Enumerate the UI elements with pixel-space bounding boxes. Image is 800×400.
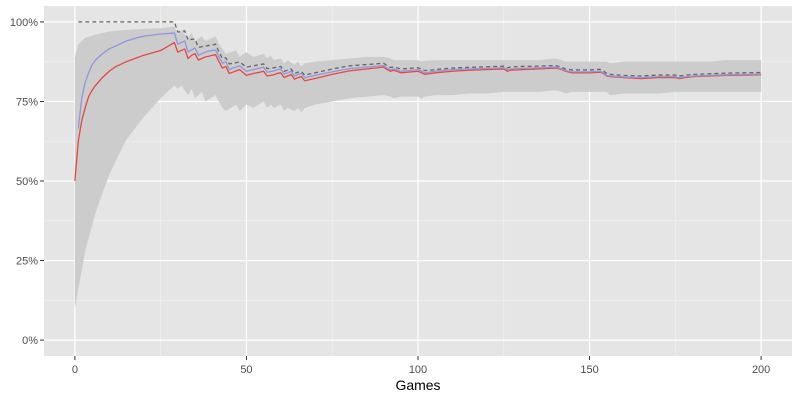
blue-series-line — [77, 32, 762, 129]
confidence-ribbon — [74, 26, 762, 309]
x-tick-label: 200 — [752, 364, 770, 376]
x-axis-title: Games — [395, 377, 440, 393]
y-tick-label: 100% — [10, 17, 38, 29]
y-tick-label: 50% — [16, 176, 38, 188]
series-layer — [74, 21, 762, 309]
x-tick-label: 0 — [72, 364, 78, 376]
dashed-series-line — [78, 21, 762, 77]
x-tick-label: 50 — [240, 364, 252, 376]
x-tick-label: 150 — [580, 364, 598, 376]
x-tick-label: 100 — [409, 364, 427, 376]
y-tick-label: 0% — [22, 335, 38, 347]
x-axis: 0 50 100 150 200 — [72, 356, 770, 376]
y-tick-label: 25% — [16, 256, 38, 268]
red-series-line — [74, 41, 762, 182]
y-axis: 0% 25% 50% 75% 100% — [10, 17, 44, 347]
y-tick-label: 75% — [16, 96, 38, 108]
